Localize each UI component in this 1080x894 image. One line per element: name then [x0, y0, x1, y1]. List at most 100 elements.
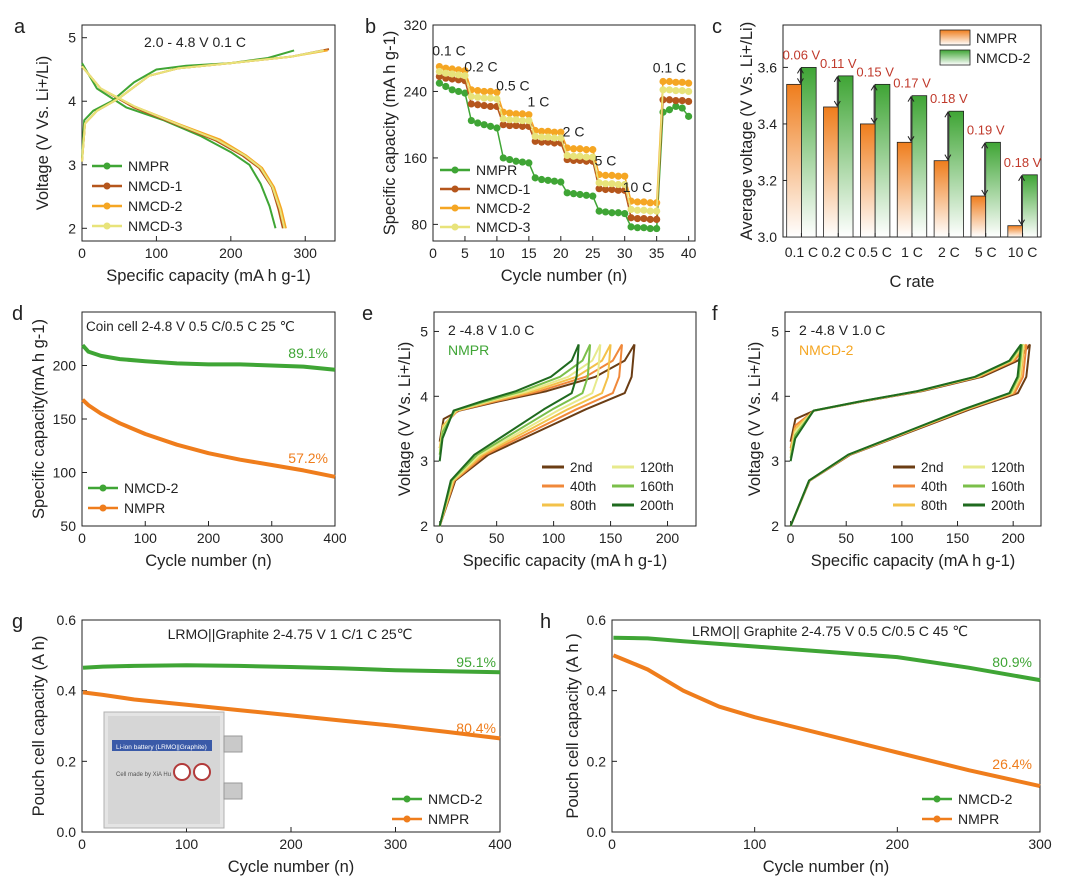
delta-arrow-head [907, 95, 915, 102]
data-point [531, 132, 539, 140]
delta-arrow-head [870, 117, 878, 124]
legend: NMPR NMCD-2 [939, 29, 1031, 66]
data-point [518, 110, 527, 118]
bar-NMPR [786, 83, 802, 238]
data-point [442, 82, 450, 91]
legend-label: NMCD-2 [958, 791, 1013, 807]
plot-frame [611, 619, 1041, 833]
series-NMCD-2-line [82, 663, 501, 675]
retention-label: 26.4% [992, 756, 1032, 772]
y-axis-label: Voltage (V Vs. Li+/Li) [396, 342, 414, 497]
data-point [448, 70, 456, 78]
data-point [659, 86, 667, 94]
legend: 2nd 40th 80th 120th 160th 200th [542, 460, 674, 513]
x-tick-label: 400 [323, 530, 347, 546]
legend-label: NMCD-2 [976, 50, 1031, 66]
x-tick-label: 5 [461, 245, 469, 261]
data-point [659, 77, 667, 86]
data-point [512, 157, 520, 165]
legend-marker [933, 815, 941, 823]
data-point [474, 87, 482, 95]
y-axis-label: Specific capacity (mA h g-1) [381, 31, 399, 236]
y-tick-label: 150 [53, 411, 77, 427]
legend-label: NMPR [128, 158, 169, 174]
rate-label: 1 C [528, 93, 550, 109]
panel-g-axes: 0 100 200 300 400 0.0 0.2 0.4 0.6 Cycle number (n… [12, 611, 512, 876]
data-point [538, 175, 546, 184]
legend-label: 80th [570, 498, 596, 513]
delta-label: 0.18 V [930, 91, 968, 106]
data-point [557, 178, 565, 186]
x-tick-label: 200 [279, 836, 303, 852]
data-point [601, 185, 610, 194]
legend-marker [103, 222, 111, 230]
pouch-cell-photo: Li-ion battery (LRMO||Graphite) Cell made… [103, 711, 243, 829]
legend-label: NMCD-1 [476, 181, 531, 197]
legend-label: NMCD-2 [476, 200, 531, 216]
data-point [435, 79, 443, 87]
rate-label: 0.1 C [653, 59, 686, 75]
x-tick-label: 100 [175, 836, 199, 852]
data-point [506, 116, 514, 124]
panel-annotation: 2 -4.8 V 1.0 C [448, 322, 534, 338]
legend-marker [103, 162, 111, 170]
data-point [474, 119, 482, 127]
data-point [518, 116, 527, 125]
data-point [582, 146, 590, 154]
delta-arrow-head [944, 154, 952, 161]
legend-label: NMCD-2 [124, 480, 179, 496]
x-tick-label: 0.2 C [822, 244, 855, 260]
data-point [461, 72, 469, 80]
data-point [633, 206, 642, 214]
data-point [538, 127, 546, 135]
y-tick-label: 200 [53, 358, 77, 374]
legend-label: NMCD-3 [128, 218, 183, 234]
legend: NMCD-2 NMPR [922, 791, 1013, 827]
retention-label: 80.4% [456, 720, 496, 736]
series-NMCD-3-charge [81, 49, 324, 162]
data-point [544, 133, 552, 141]
data-point [563, 151, 571, 160]
data-point [665, 86, 674, 94]
x-tick-label: 25 [585, 245, 601, 261]
x-tick-label: 200 [886, 836, 910, 852]
data-point [627, 205, 635, 214]
series-80th-charge [438, 343, 612, 449]
legend-label: 2nd [570, 460, 593, 475]
delta-arrow-head [981, 189, 989, 196]
delta-arrow-head [797, 67, 804, 74]
data-point [550, 134, 559, 142]
y-axis-label: Pouch cell capacity (A h) [30, 636, 48, 817]
x-tick-label: 300 [294, 245, 318, 261]
y-tick-label: 3.4 [758, 116, 778, 132]
data-point [506, 109, 514, 117]
data-point [544, 176, 552, 184]
sample-label: NMCD-2 [799, 342, 854, 358]
data-point [569, 190, 578, 198]
data-point [685, 87, 693, 96]
x-tick-label: 5 C [975, 244, 997, 260]
data-point [627, 214, 635, 222]
legend-label: NMCD-3 [476, 219, 531, 235]
data-point [621, 180, 629, 189]
pouch-label-subtext: Cell made by XiA Hu [116, 772, 171, 778]
y-tick-label: 3 [68, 157, 76, 173]
panel-label: g [12, 611, 23, 633]
data-point [595, 179, 603, 187]
data-point [589, 153, 597, 161]
bar-NMCD-2 [837, 75, 854, 238]
x-axis-label: Specific capacity (mA h g-1) [811, 552, 1016, 570]
data-point [480, 87, 488, 96]
panel-annotation: LRMO||Graphite 2-4.75 V 1 C/1 C 25℃ [168, 626, 413, 642]
data-point [442, 74, 450, 82]
legend-label: 40th [570, 479, 596, 494]
data-point [506, 121, 514, 130]
data-point [480, 101, 488, 110]
y-tick-label: 320 [404, 17, 428, 33]
data-point [633, 224, 642, 232]
data-point [531, 137, 539, 145]
panel-label: b [365, 16, 376, 38]
data-point [608, 209, 616, 217]
data-point [678, 87, 686, 95]
